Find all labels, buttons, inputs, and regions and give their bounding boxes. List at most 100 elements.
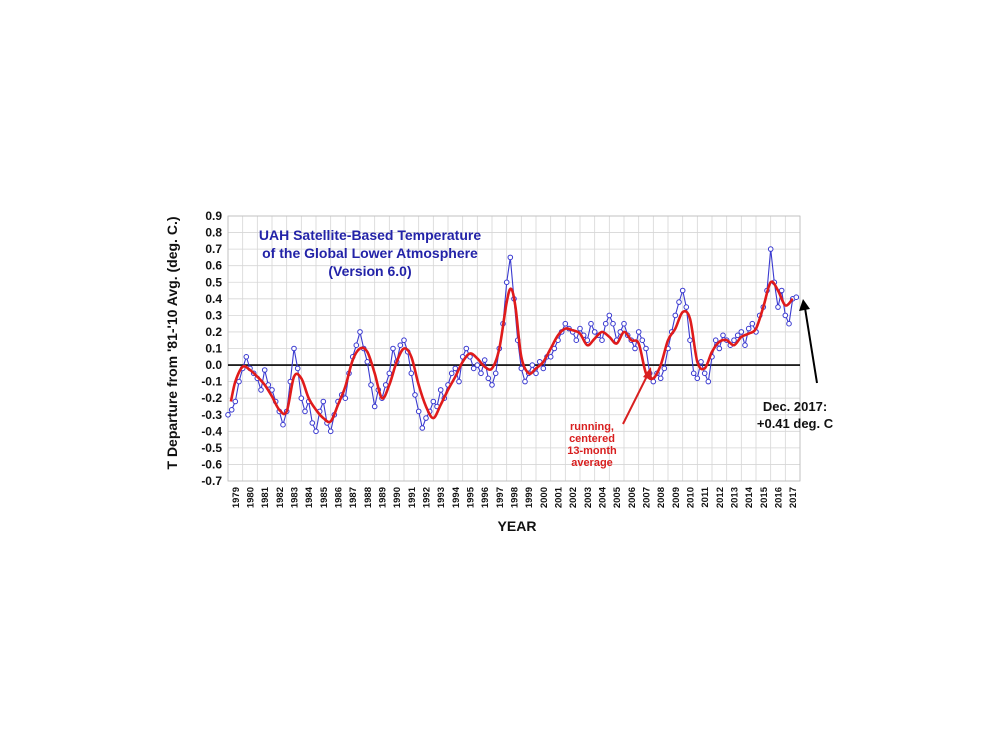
data-point: [327, 428, 334, 435]
annotation-dec-arrow: [804, 307, 818, 384]
data-point: [749, 320, 756, 327]
data-point: [390, 345, 396, 352]
data-point: [602, 320, 609, 327]
data-point: [503, 279, 510, 286]
data-point: [368, 382, 374, 388]
data-point: [632, 345, 638, 352]
data-point: [423, 415, 429, 421]
y-tick-label: 0.4: [205, 292, 222, 306]
annotation-dec-2017: Dec. 2017: +0.41 deg. C: [757, 299, 834, 431]
data-point: [540, 365, 547, 372]
x-tick-label: 1994: [451, 486, 462, 508]
data-point: [529, 362, 536, 368]
data-point: [470, 365, 477, 372]
data-point: [547, 354, 554, 360]
y-tick-label: 0.7: [205, 242, 222, 256]
data-point: [320, 398, 327, 405]
y-tick-label: 0.5: [205, 275, 222, 289]
annotation-running-line-3: 13-month: [567, 445, 617, 457]
x-tick-label: 1998: [510, 487, 521, 508]
y-tick-label: -0.6: [201, 457, 222, 471]
y-axis-ticks: 0.9 0.8 0.7 0.6 0.5 0.4 0.3 0.2 0.1 0.0 -0.1 -0.2 -0…: [201, 209, 222, 488]
data-point: [573, 337, 580, 344]
data-point: [481, 357, 488, 363]
data-point: [742, 342, 748, 349]
data-point: [683, 304, 690, 310]
data-point: [738, 329, 745, 335]
data-point: [419, 425, 426, 431]
data-point: [269, 387, 275, 393]
annotation-running-line-2: centered: [569, 433, 615, 445]
annotation-running-line-4: average: [571, 457, 613, 469]
data-point: [386, 370, 393, 377]
annotation-running-arrow: [622, 373, 649, 425]
data-point: [474, 362, 481, 368]
data-point: [225, 412, 231, 418]
x-tick-label: 1982: [275, 487, 286, 508]
annotation-running-line-1: running,: [570, 421, 614, 433]
smoothed-line: [229, 280, 794, 424]
data-point: [522, 378, 528, 385]
x-tick-label: 2003: [583, 487, 594, 508]
series-smoothed: [229, 280, 794, 424]
x-axis-ticks: 1979 1980 1981 1982 1983 1984 1985 1986 1987 1988…: [231, 486, 799, 508]
y-tick-label: -0.5: [201, 441, 222, 455]
data-point: [478, 370, 484, 377]
data-point: [767, 246, 774, 252]
x-tick-label: 2009: [671, 487, 682, 508]
x-axis-label: YEAR: [498, 518, 537, 534]
data-point: [712, 337, 719, 344]
data-point: [786, 320, 792, 327]
data-point: [643, 345, 649, 352]
y-tick-label: -0.2: [201, 391, 222, 405]
x-tick-label: 2015: [759, 486, 770, 508]
data-point: [412, 392, 418, 398]
x-tick-label: 2016: [774, 487, 785, 508]
data-point: [371, 403, 378, 410]
data-point: [456, 378, 462, 385]
data-point: [401, 337, 407, 344]
y-tick-label: -0.3: [201, 408, 222, 422]
y-tick-label: -0.7: [201, 474, 222, 488]
data-point: [492, 370, 499, 377]
data-point: [357, 329, 363, 335]
x-tick-label: 1979: [231, 487, 242, 508]
data-point: [562, 320, 569, 327]
data-point: [657, 375, 664, 382]
data-point: [228, 407, 235, 413]
data-point: [672, 312, 679, 319]
x-tick-label: 2008: [656, 487, 667, 508]
data-point: [397, 342, 404, 349]
data-point: [782, 312, 789, 319]
x-tick-label: 2010: [686, 487, 697, 508]
chart-title-line-3: (Version 6.0): [328, 263, 411, 279]
y-tick-label: 0.3: [205, 308, 222, 322]
data-point: [313, 428, 319, 435]
x-tick-label: 2017: [788, 487, 799, 508]
data-point: [698, 359, 704, 365]
data-point: [661, 365, 668, 372]
chart-title-line-2: of the Global Lower Atmosphere: [262, 245, 478, 261]
x-tick-label: 1984: [304, 486, 315, 508]
data-point: [701, 370, 708, 377]
x-tick-label: 2007: [642, 487, 653, 508]
x-tick-label: 2013: [730, 487, 741, 508]
x-tick-label: 1997: [495, 487, 506, 508]
x-tick-label: 1995: [466, 486, 477, 508]
x-tick-label: 1989: [378, 487, 389, 508]
data-point: [364, 359, 371, 365]
data-point: [448, 370, 455, 377]
data-point: [236, 378, 242, 385]
data-point: [302, 408, 308, 415]
data-point: [793, 294, 800, 301]
x-tick-label: 1987: [348, 487, 359, 508]
data-point: [261, 367, 268, 373]
x-tick-label: 1991: [407, 486, 418, 508]
data-point: [621, 320, 627, 327]
data-point: [745, 325, 752, 332]
chart-title-line-1: UAH Satellite-Based Temperature: [259, 227, 481, 243]
y-tick-label: 0.9: [205, 209, 222, 223]
x-tick-label: 1985: [319, 486, 330, 508]
data-point: [452, 365, 459, 372]
data-point: [635, 329, 642, 335]
